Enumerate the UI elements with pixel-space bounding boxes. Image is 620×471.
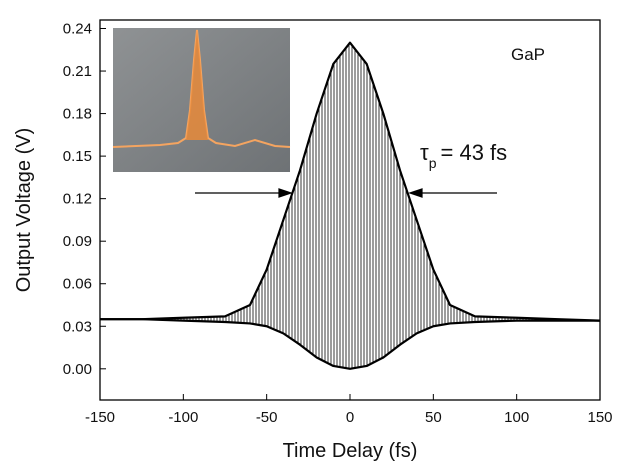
x-tick-label: -100 (168, 409, 198, 426)
fringe-fill (100, 42, 600, 369)
y-tick-label: 0.00 (63, 361, 92, 378)
y-tick-label: 0.09 (63, 233, 92, 250)
pulse-text: = 43 fs (441, 140, 508, 165)
y-tick-label: 0.12 (63, 191, 92, 208)
material-label: GaP (511, 45, 545, 64)
x-tick-label: -50 (256, 409, 278, 426)
y-tick-label: 0.06 (63, 276, 92, 293)
envelope-line (100, 41, 601, 322)
fwhm-arrows (195, 188, 497, 198)
pulse-symbol: τ (420, 140, 429, 165)
x-tick-label: 0 (346, 409, 354, 426)
plot-area (100, 41, 601, 370)
y-axis-label: Output Voltage (V) (13, 128, 35, 293)
x-axis-label: Time Delay (fs) (283, 440, 418, 462)
pulse-subscript: p (429, 155, 437, 171)
y-tick-label: 0.18 (63, 106, 92, 123)
y-tick-label: 0.21 (63, 63, 92, 80)
y-tick-label: 0.24 (63, 21, 92, 38)
envelope-line (100, 318, 600, 370)
y-tick-label: 0.15 (63, 148, 92, 165)
x-tick-label: 50 (425, 409, 442, 426)
x-tick-label: 100 (504, 409, 529, 426)
x-tick-label: 150 (587, 409, 612, 426)
y-tick-label: 0.03 (63, 318, 92, 335)
x-tick-label: -150 (85, 409, 115, 426)
pulse-width-label: τp = 43 fs (420, 140, 507, 171)
inset-photo (112, 28, 291, 172)
